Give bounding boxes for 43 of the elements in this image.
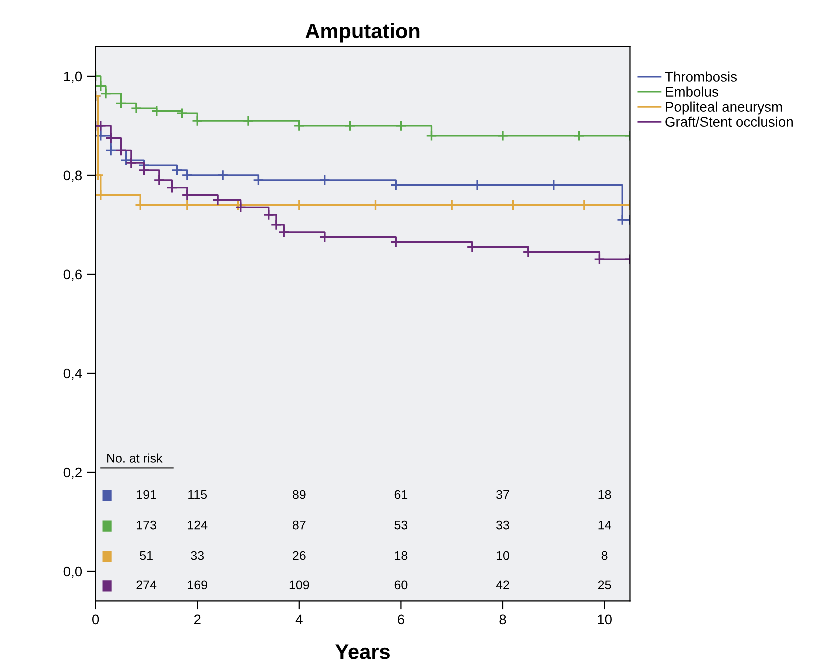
- annotation: No. at risk: [108, 454, 163, 463]
- annotation: 26: [293, 551, 306, 560]
- x-axis-title: Years: [336, 644, 390, 660]
- legend-label: Thrombosis: [665, 72, 738, 82]
- annotation: 37: [496, 490, 510, 500]
- annotation: 89: [292, 490, 306, 500]
- annotation: 18: [598, 490, 612, 500]
- legend-label: Popliteal aneurysm: [666, 102, 782, 115]
- y-tick-label: 0,0: [64, 566, 82, 578]
- annotation: 191: [137, 490, 156, 500]
- x-tick-label: 4: [296, 614, 303, 624]
- chart-title: Amputation: [306, 23, 420, 43]
- annotation: 87: [292, 520, 306, 530]
- annotation: 61: [394, 490, 408, 500]
- annotation: 274: [136, 580, 157, 590]
- annotation: 10: [496, 551, 510, 560]
- annotation: 60: [394, 580, 408, 590]
- y-tick-label: 0,8: [64, 170, 82, 182]
- x-tick-label: 8: [500, 614, 506, 625]
- annotation: 33: [496, 520, 510, 530]
- annotation: 14: [598, 520, 612, 530]
- x-tick-label: 6: [398, 614, 404, 625]
- y-tick-label: 0,2: [64, 468, 82, 480]
- annotation: 18: [395, 551, 408, 560]
- annotation: 169: [188, 580, 208, 590]
- x-tick-label: 10: [598, 614, 612, 625]
- annotation: 51: [140, 551, 153, 560]
- annotation: 25: [598, 580, 612, 590]
- annotation: 33: [191, 551, 204, 560]
- annotation: 8: [602, 551, 608, 560]
- annotation: 124: [188, 520, 208, 530]
- annotation: 115: [188, 490, 208, 500]
- y-tick-label: 0,6: [64, 270, 82, 282]
- y-tick-label: 0,4: [64, 368, 82, 380]
- y-tick-label: 1,0: [64, 72, 82, 84]
- annotation: 109: [290, 580, 310, 590]
- annotation: 53: [394, 520, 408, 530]
- annotation: 173: [137, 520, 156, 530]
- legend-label: Embolus: [666, 86, 718, 97]
- legend-label: Graft/Stent occlusion: [666, 116, 793, 128]
- annotation: 42: [496, 580, 510, 590]
- x-tick-label: 0: [92, 614, 100, 625]
- x-tick-label: 2: [194, 614, 201, 624]
